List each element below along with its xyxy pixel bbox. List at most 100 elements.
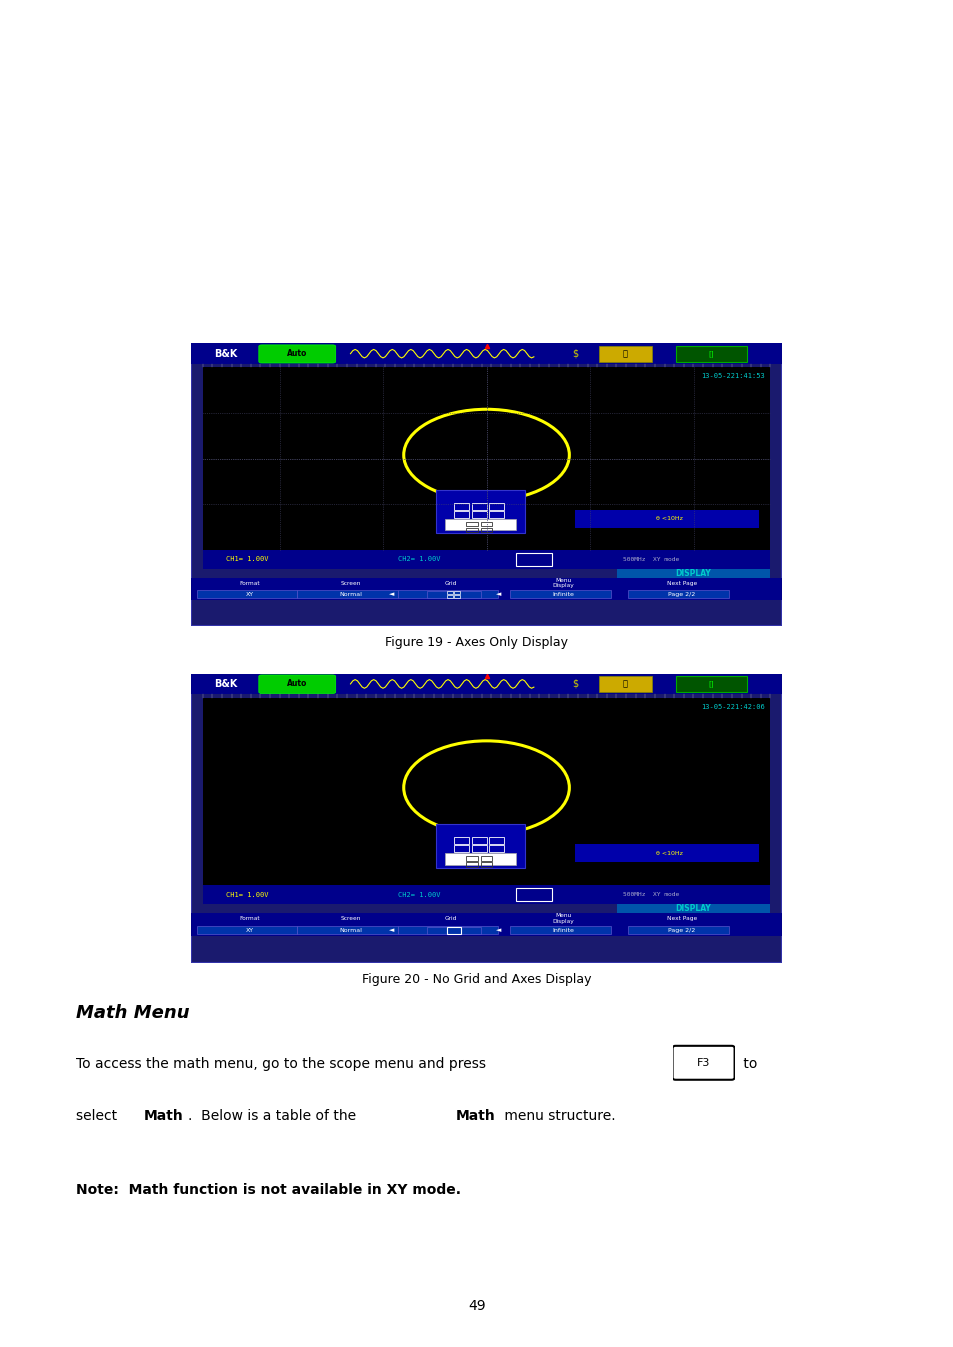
Text: F3: F3 (696, 1057, 710, 1068)
Text: 13-05-221:42:06: 13-05-221:42:06 (700, 703, 763, 710)
Bar (575, 509, 758, 528)
FancyBboxPatch shape (436, 490, 524, 533)
Text: 49: 49 (468, 1300, 485, 1313)
Text: Page 2/2: Page 2/2 (667, 591, 695, 597)
Bar (489, 836, 504, 843)
Text: XY: XY (246, 928, 253, 932)
Text: Page 2/2: Page 2/2 (667, 928, 695, 932)
Bar (480, 855, 492, 861)
FancyBboxPatch shape (675, 346, 746, 361)
FancyBboxPatch shape (258, 675, 335, 694)
Text: ◄: ◄ (389, 591, 395, 597)
Text: Auto: Auto (287, 679, 307, 688)
Text: B&K: B&K (214, 679, 237, 688)
Bar (454, 591, 459, 594)
Text: Normal: Normal (338, 591, 361, 597)
FancyBboxPatch shape (297, 590, 397, 598)
FancyBboxPatch shape (191, 343, 781, 626)
Text: XY: XY (246, 591, 253, 597)
Text: $: $ (572, 349, 578, 358)
FancyBboxPatch shape (510, 590, 610, 598)
Text: Math Menu: Math Menu (76, 1004, 190, 1021)
Text: θ <10Hz: θ <10Hz (656, 850, 682, 855)
Bar (446, 927, 460, 933)
Text: 500MHz  XY mode: 500MHz XY mode (622, 892, 679, 897)
Text: Next Page: Next Page (666, 581, 696, 586)
Bar (489, 512, 504, 519)
FancyBboxPatch shape (297, 925, 397, 935)
FancyBboxPatch shape (598, 346, 652, 361)
Bar (202, 698, 770, 885)
Bar (480, 521, 492, 527)
FancyBboxPatch shape (427, 927, 480, 933)
FancyBboxPatch shape (191, 674, 781, 963)
Text: CH2= 1.00V: CH2= 1.00V (397, 556, 440, 563)
Text: θ <10Hz: θ <10Hz (656, 516, 682, 521)
FancyBboxPatch shape (510, 925, 610, 935)
Bar (465, 855, 477, 861)
FancyBboxPatch shape (628, 590, 728, 598)
FancyBboxPatch shape (397, 590, 497, 598)
Text: Figure 20 - No Grid and Axes Display: Figure 20 - No Grid and Axes Display (362, 973, 591, 986)
Text: Menu
Display: Menu Display (552, 578, 574, 589)
FancyBboxPatch shape (397, 925, 497, 935)
Text: Infinite: Infinite (552, 591, 574, 597)
Bar (454, 836, 468, 843)
Text: CH1= 1.00V: CH1= 1.00V (226, 892, 269, 897)
FancyBboxPatch shape (196, 925, 297, 935)
Bar (616, 568, 770, 578)
Text: ⎙: ⎙ (622, 349, 627, 358)
Text: []: [] (708, 680, 713, 687)
Text: 500MHz  XY mode: 500MHz XY mode (622, 556, 679, 562)
Text: DISPLAY: DISPLAY (675, 568, 711, 578)
Bar (480, 862, 492, 867)
Bar (191, 343, 781, 364)
Text: Auto: Auto (287, 349, 307, 358)
Bar (191, 674, 781, 694)
Text: Menu
Display: Menu Display (552, 913, 574, 924)
Text: Format: Format (239, 916, 260, 921)
Bar (465, 521, 477, 527)
Text: 13-05-221:41:53: 13-05-221:41:53 (700, 373, 763, 379)
Bar (480, 528, 492, 532)
Bar (202, 551, 770, 568)
Text: $: $ (572, 679, 578, 688)
FancyBboxPatch shape (258, 345, 335, 362)
FancyBboxPatch shape (427, 591, 480, 598)
Text: Screen: Screen (340, 581, 360, 586)
Bar (454, 512, 468, 519)
Text: menu structure.: menu structure. (499, 1109, 615, 1122)
Bar (202, 368, 770, 550)
Text: Figure 19 - Axes Only Display: Figure 19 - Axes Only Display (385, 636, 568, 649)
Text: ◄: ◄ (496, 927, 500, 933)
Text: .  Below is a table of the: . Below is a table of the (188, 1109, 360, 1122)
Text: Note:  Math function is not available in XY mode.: Note: Math function is not available in … (76, 1183, 461, 1196)
Bar (471, 502, 486, 509)
Text: B&K: B&K (214, 349, 237, 358)
Text: ◄: ◄ (389, 927, 395, 933)
Bar (454, 502, 468, 509)
Bar (191, 578, 781, 599)
Text: DISPLAY: DISPLAY (675, 904, 711, 913)
Text: Screen: Screen (340, 916, 360, 921)
Bar (489, 502, 504, 509)
FancyBboxPatch shape (672, 1045, 734, 1080)
Bar (454, 846, 468, 853)
Text: Infinite: Infinite (552, 928, 574, 932)
Bar (575, 843, 758, 862)
Text: Format: Format (239, 581, 260, 586)
Bar (471, 836, 486, 843)
Text: CH1= 1.00V: CH1= 1.00V (226, 556, 269, 563)
FancyBboxPatch shape (436, 823, 524, 867)
Bar (471, 846, 486, 853)
Text: CH2= 1.00V: CH2= 1.00V (397, 892, 440, 897)
Text: select: select (76, 1109, 122, 1122)
Text: Math: Math (456, 1109, 496, 1122)
Bar (454, 594, 459, 598)
Bar (465, 862, 477, 867)
Bar (465, 528, 477, 532)
Text: Grid: Grid (444, 581, 456, 586)
Text: []: [] (708, 350, 713, 357)
FancyBboxPatch shape (445, 519, 516, 531)
Bar (191, 913, 781, 936)
